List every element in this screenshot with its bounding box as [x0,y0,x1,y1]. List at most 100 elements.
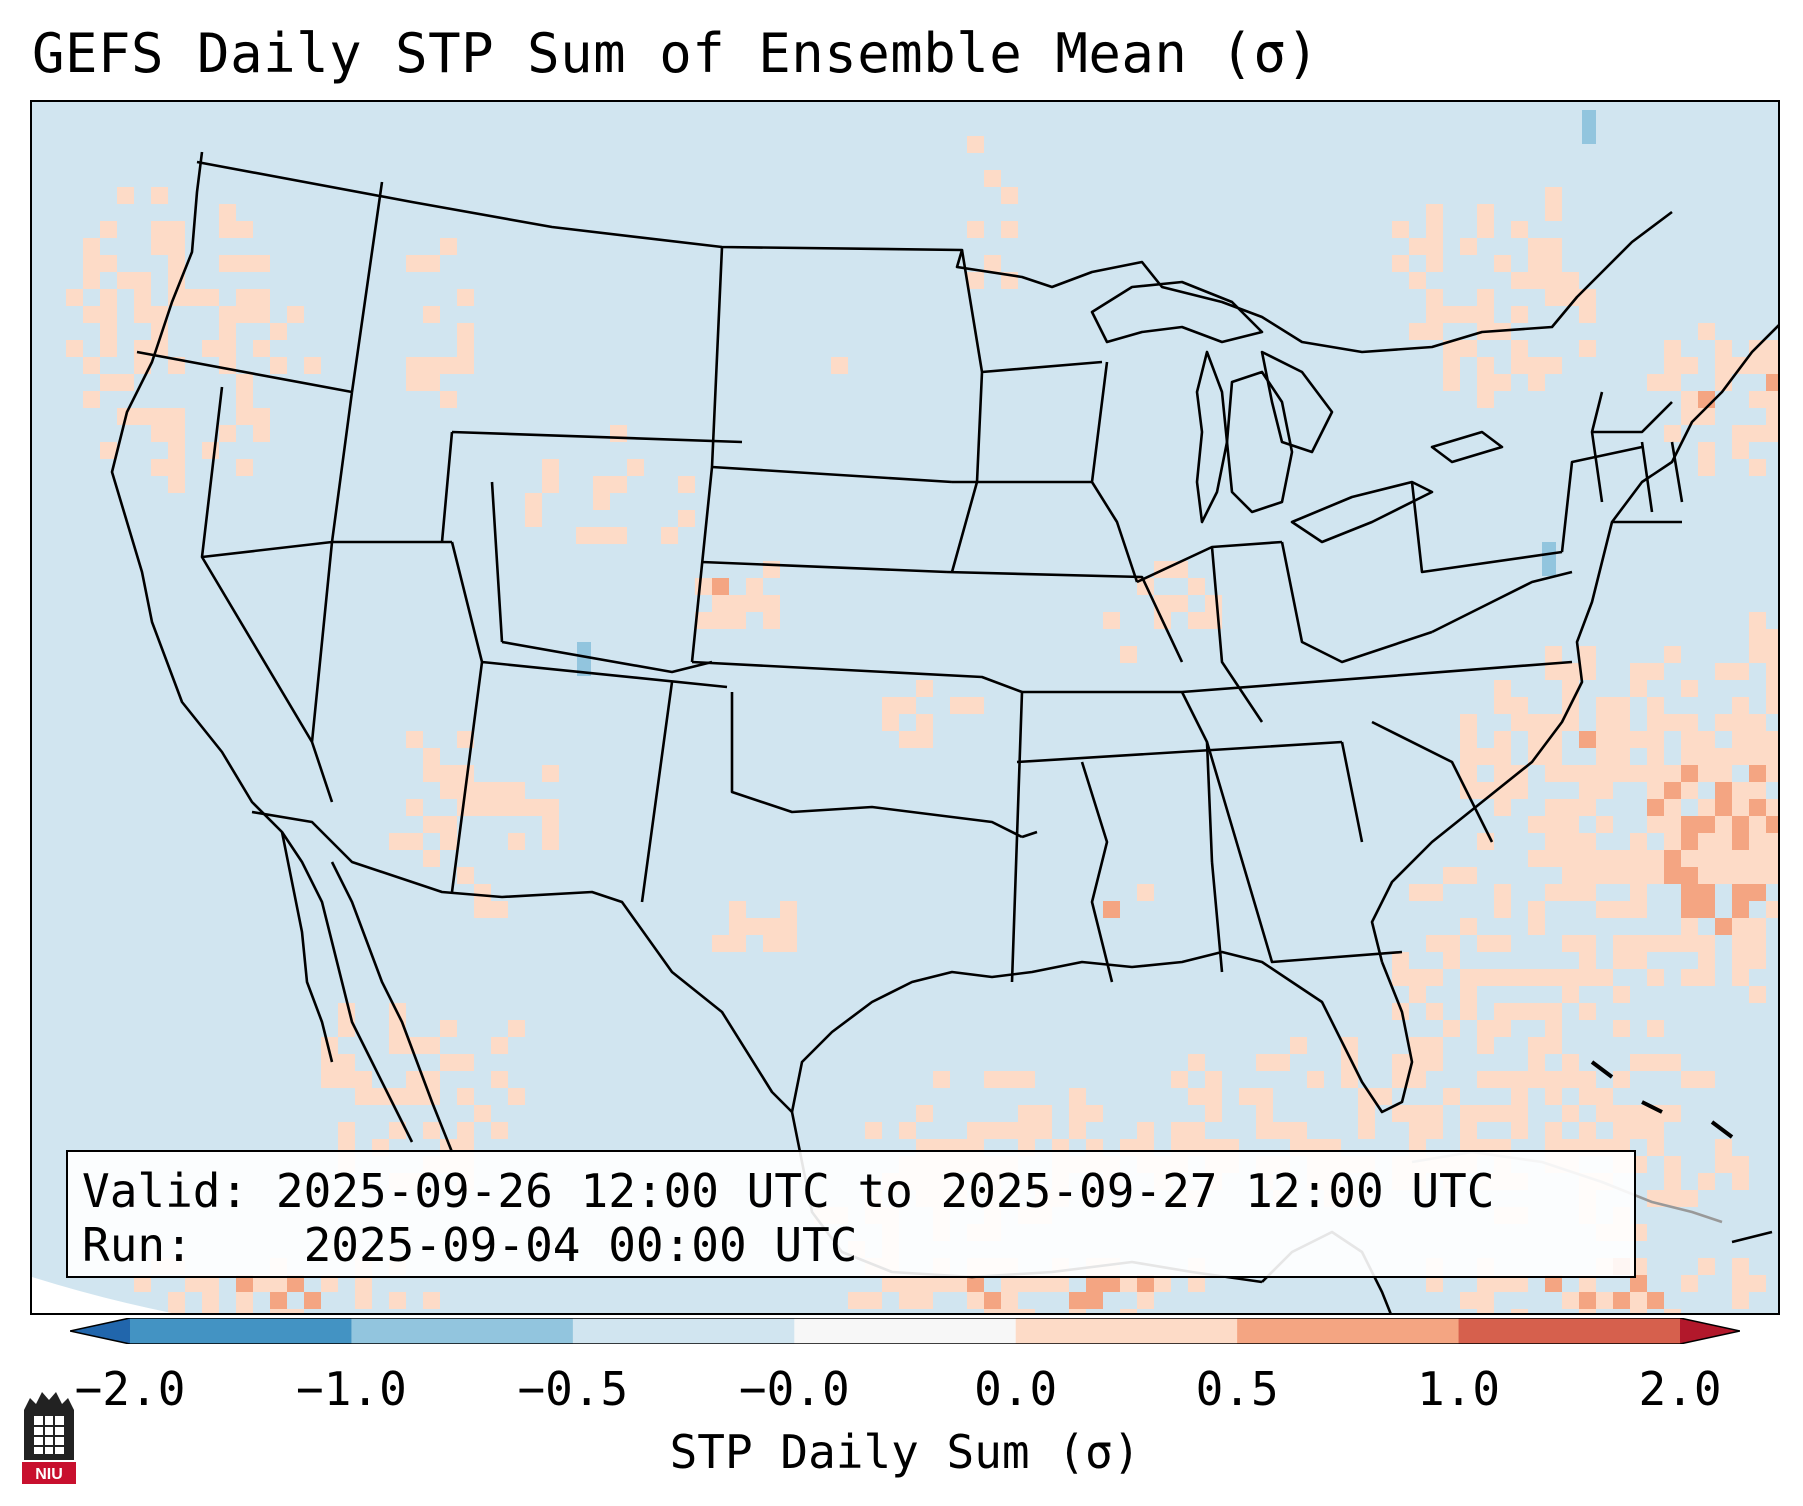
anomaly-cell [1460,340,1477,357]
anomaly-cell [1596,782,1613,799]
anomaly-cell [1477,391,1494,408]
anomaly-cell [610,425,627,442]
anomaly-cell [1086,1275,1103,1292]
anomaly-cell [1528,901,1545,918]
anomaly-cell [1749,748,1766,765]
anomaly-cell [1460,714,1477,731]
anomaly-cell [1239,1088,1256,1105]
anomaly-cell [355,1071,372,1088]
anomaly-cell [1613,850,1630,867]
anomaly-cell [1001,1071,1018,1088]
valid-run-box: Valid: 2025-09-26 12:00 UTC to 2025-09-2… [66,1150,1636,1278]
anomaly-cell [134,306,151,323]
anomaly-cell [117,187,134,204]
anomaly-cell [1477,1309,1494,1313]
anomaly-cell [1749,816,1766,833]
anomaly-cell [1715,918,1732,935]
anomaly-cell [1630,952,1647,969]
anomaly-cell [1256,1054,1273,1071]
anomaly-cell [1545,187,1562,204]
anomaly-cell [1732,884,1749,901]
anomaly-cell [1205,1071,1222,1088]
anomaly-cell [1766,731,1778,748]
anomaly-cell [1579,1003,1596,1020]
anomaly-cell [1528,918,1545,935]
anomaly-cell [457,799,474,816]
anomaly-cell [1630,1292,1647,1309]
anomaly-cell [1035,1122,1052,1139]
anomaly-cell [1579,884,1596,901]
anomaly-cell [1256,1088,1273,1105]
anomaly-cell [542,459,559,476]
anomaly-cell [1596,765,1613,782]
anomaly-cell [831,357,848,374]
anomaly-cell [1715,1156,1732,1173]
anomaly-cell [1528,1037,1545,1054]
anomaly-cell [1545,850,1562,867]
anomaly-cell [1494,1275,1511,1292]
anomaly-cell [1528,969,1545,986]
anomaly-cell [865,1122,882,1139]
anomaly-cell [1766,425,1778,442]
anomaly-cell [882,697,899,714]
anomaly-cell [1528,816,1545,833]
anomaly-cell [1477,1071,1494,1088]
anomaly-cell [1681,765,1698,782]
anomaly-cell [1749,952,1766,969]
anomaly-cell [1409,272,1426,289]
anomaly-cell [1596,816,1613,833]
anomaly-cell [1409,1122,1426,1139]
anomaly-cell [729,612,746,629]
anomaly-cell [338,1020,355,1037]
anomaly-cell [1545,238,1562,255]
anomaly-cell [1579,1071,1596,1088]
anomaly-cell [729,595,746,612]
colorbar-label: STP Daily Sum (σ) [669,1425,1141,1479]
anomaly-cell [1426,1105,1443,1122]
map-panel [30,100,1780,1315]
anomaly-cell [1392,221,1409,238]
anomaly-cell [1749,765,1766,782]
anomaly-cell [1460,867,1477,884]
anomaly-cell [1579,731,1596,748]
anomaly-cell [1154,1275,1171,1292]
anomaly-cell [100,306,117,323]
anomaly-cell [1545,289,1562,306]
anomaly-cell [338,1003,355,1020]
anomaly-cell [1766,867,1778,884]
anomaly-cell [1562,1071,1579,1088]
anomaly-cell [1511,782,1528,799]
anomaly-cell [848,1292,865,1309]
anomaly-cell [576,527,593,544]
anomaly-cell [1545,765,1562,782]
anomaly-cell [236,289,253,306]
anomaly-cell [1681,391,1698,408]
anomaly-cell [219,204,236,221]
anomaly-cell [916,1105,933,1122]
anomaly-cell [1698,1173,1715,1190]
anomaly-cell [1001,1122,1018,1139]
anomaly-cell [304,357,321,374]
anomaly-cell [967,1275,984,1292]
anomaly-cell [1715,748,1732,765]
anomaly-cell [1426,969,1443,986]
anomaly-cell [1681,731,1698,748]
anomaly-cell [1596,1292,1613,1309]
anomaly-cell [1630,867,1647,884]
anomaly-cell [1613,935,1630,952]
anomaly-cell [1069,1292,1086,1309]
anomaly-cell [1460,765,1477,782]
anomaly-cell [1749,340,1766,357]
anomaly-cell [1732,901,1749,918]
canada-border [196,160,1673,354]
anomaly-cell [1477,221,1494,238]
anomaly-cell [1069,1088,1086,1105]
anomaly-cell [610,476,627,493]
colorbar-segment [794,1318,1017,1344]
anomaly-cell [1545,646,1562,663]
anomaly-cell [1579,765,1596,782]
anomaly-cell [1052,1275,1069,1292]
anomaly-cell [1511,357,1528,374]
anomaly-cell [1477,306,1494,323]
anomaly-cell [1528,272,1545,289]
